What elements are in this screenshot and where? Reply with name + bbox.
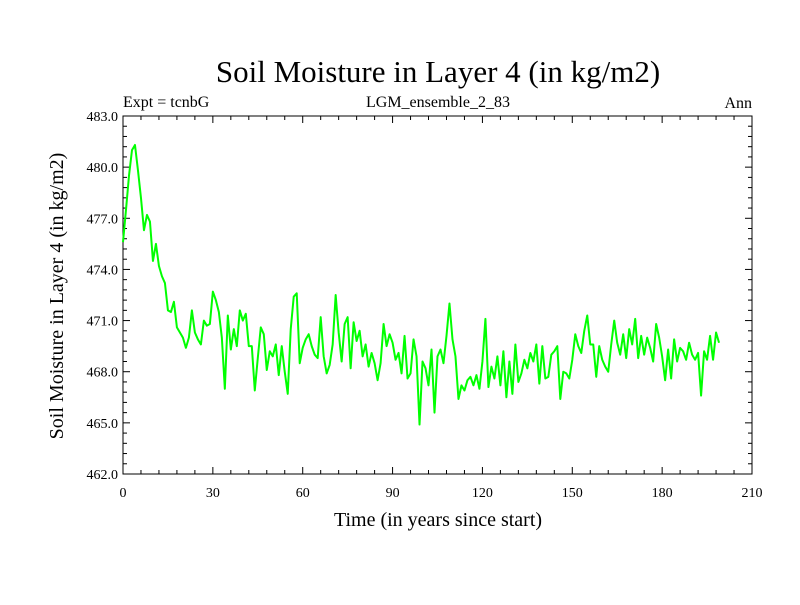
chart-subtitle-right: Ann	[724, 95, 752, 112]
y-tick-label: 468.0	[87, 366, 119, 381]
y-tick-label: 480.0	[87, 161, 119, 176]
y-tick-label: 483.0	[87, 110, 119, 125]
chart-subtitle-left: Expt = tcnbG	[123, 94, 210, 111]
x-tick-label: 90	[386, 486, 400, 501]
y-tick-label: 474.0	[87, 263, 119, 278]
plot-frame	[122, 115, 753, 475]
chart-subtitle-center: LGM_ensemble_2_83	[366, 94, 510, 111]
x-tick-label: 180	[652, 486, 673, 501]
x-tick-label: 60	[296, 486, 310, 501]
y-tick-label: 462.0	[87, 468, 119, 483]
y-tick-label: 471.0	[87, 315, 119, 330]
x-axis-label: Time (in years since start)	[334, 509, 542, 531]
plot-area: 0 30 60 90 120 150 180 210 462.0 465.0 468.0 471.0 4…	[87, 110, 763, 501]
x-tick-label: 120	[472, 486, 493, 501]
x-tick-label: 30	[206, 486, 220, 501]
chart-title: Soil Moisture in Layer 4 (in kg/m2)	[216, 54, 660, 89]
y-tick-label: 465.0	[87, 417, 119, 432]
series-line	[122, 143, 721, 426]
x-tick-label: 210	[742, 486, 763, 501]
x-tick-label: 0	[120, 486, 127, 501]
x-tick-label: 150	[562, 486, 583, 501]
y-tick-label: 477.0	[87, 212, 119, 227]
y-axis-label: Soil Moisture in Layer 4 (in kg/m2)	[46, 153, 68, 440]
